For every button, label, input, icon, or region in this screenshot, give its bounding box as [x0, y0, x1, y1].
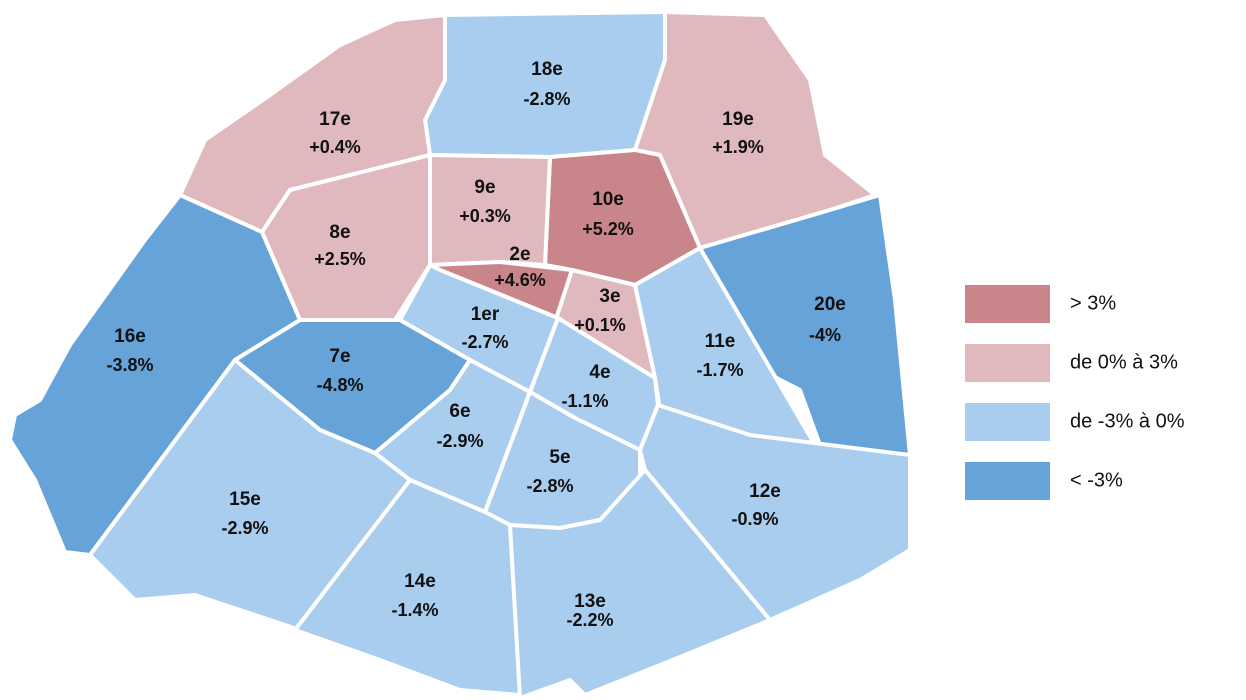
region-label: -1.7%	[696, 360, 743, 380]
legend-swatch	[965, 403, 1050, 441]
region-label: -3.8%	[106, 355, 153, 375]
region-name: 18e	[531, 59, 563, 80]
arrondissement	[508, 468, 772, 700]
region-name: 5e	[549, 447, 570, 468]
region-label: +0.1%	[574, 315, 626, 335]
region-name: 2e	[509, 244, 530, 265]
region-name: 13e	[574, 591, 606, 612]
region-name: 15e	[229, 489, 261, 510]
region-name: 10e	[592, 189, 624, 210]
region-label: +4.6%	[494, 270, 546, 290]
legend-label: de -3% à 0%	[1070, 410, 1185, 432]
legend-swatch	[965, 344, 1050, 382]
region-label: +5.2%	[582, 219, 634, 239]
region-name: 20e	[814, 294, 846, 315]
region-label: +0.3%	[459, 206, 511, 226]
region-label: +2.5%	[314, 249, 366, 269]
region-label: -4%	[809, 325, 841, 345]
region-name: 1er	[471, 304, 500, 325]
region-label: -4.8%	[316, 375, 363, 395]
region-label: +0.4%	[309, 137, 361, 157]
region-label: -1.4%	[391, 600, 438, 620]
region-name: 11e	[705, 331, 736, 352]
region-name: 17e	[319, 109, 351, 130]
legend-swatch	[965, 462, 1050, 500]
region-label: -1.1%	[561, 391, 608, 411]
region-label: -2.9%	[436, 431, 483, 451]
region-label: -0.9%	[731, 509, 778, 529]
region-name: 3e	[599, 286, 620, 307]
region-name: 14e	[404, 571, 436, 592]
legend-label: de 0% à 3%	[1070, 351, 1178, 373]
legend-swatch	[965, 285, 1050, 323]
region-label: -2.8%	[523, 89, 570, 109]
region-name: 12e	[749, 481, 781, 502]
legend-label: < -3%	[1070, 469, 1123, 491]
region-name: 6e	[449, 401, 470, 422]
region-name: 4e	[589, 362, 610, 383]
arrondissement	[293, 478, 522, 697]
region-name: 8e	[329, 222, 350, 243]
legend-label: > 3%	[1070, 292, 1116, 314]
region-label: -2.7%	[461, 332, 508, 352]
region-name: 7e	[329, 346, 350, 367]
region-name: 16e	[114, 326, 146, 347]
region-label: -2.2%	[566, 610, 613, 630]
region-label: -2.9%	[221, 518, 268, 538]
region-name: 19e	[722, 109, 754, 130]
region-label: +1.9%	[712, 137, 764, 157]
arrondissement	[423, 10, 667, 159]
region-name: 9e	[474, 177, 495, 198]
region-label: -2.8%	[526, 476, 573, 496]
